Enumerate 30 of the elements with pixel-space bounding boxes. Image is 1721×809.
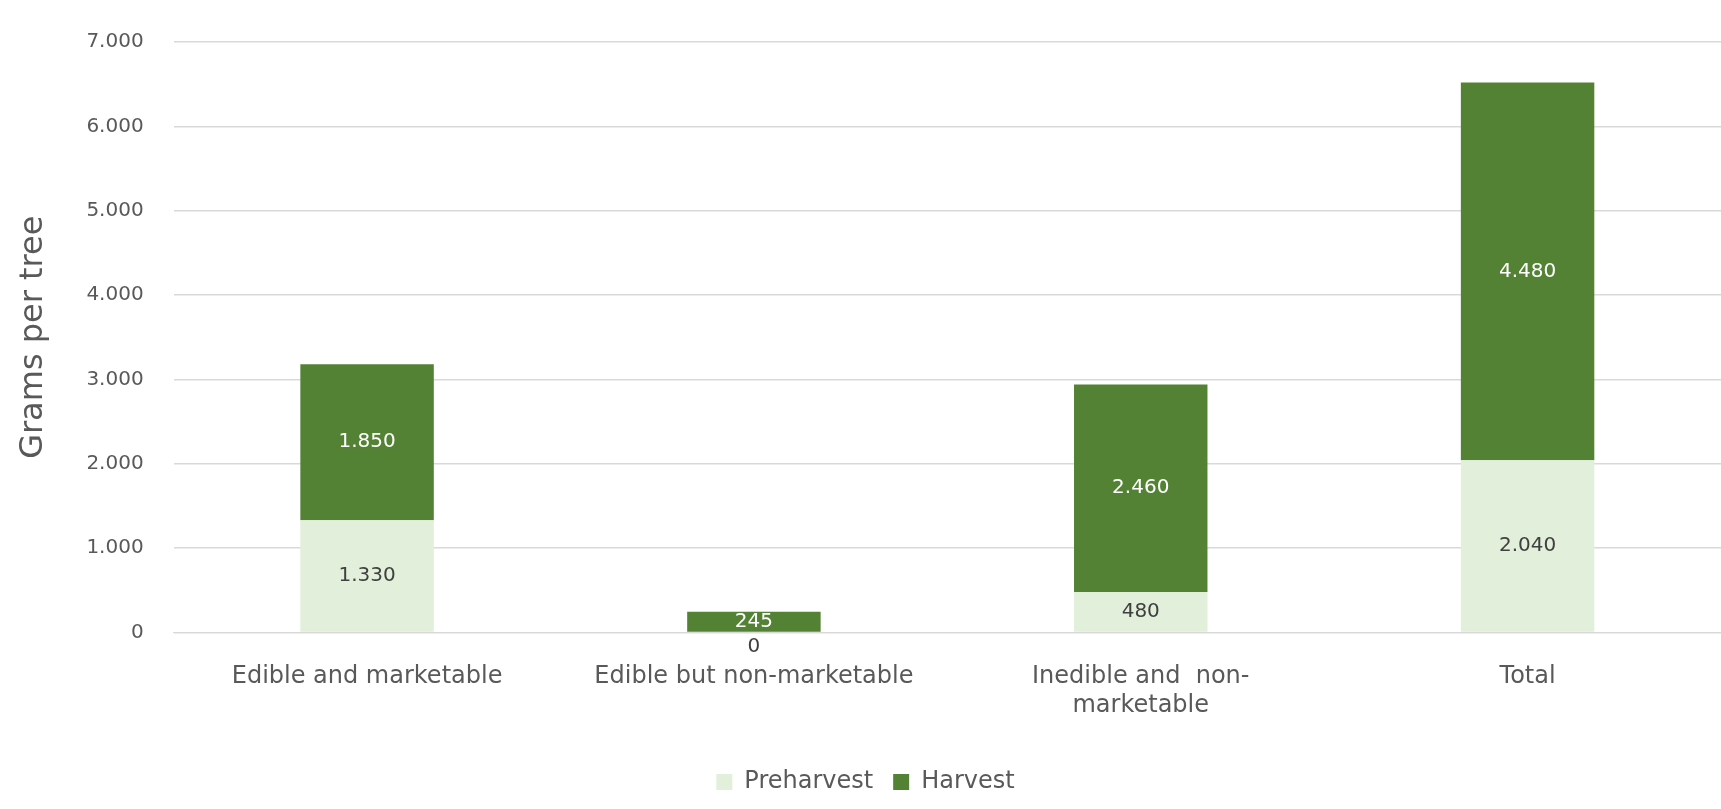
legend-label: Harvest [921,766,1015,795]
data-label: 480 [1121,597,1160,622]
data-label: 0 [747,632,761,657]
bar [300,364,434,521]
data-label: 245 [734,607,773,632]
data-label: 2.040 [1498,532,1557,557]
y-tick-label: 7.000 [86,28,144,53]
y-tick-label: 4.000 [86,281,144,306]
x-tick-label: Edible and marketable [231,661,503,690]
data-label: 4.480 [1498,257,1557,282]
data-label: 2.460 [1112,474,1170,499]
y-tick-label: 6.000 [86,112,144,137]
x-tick-label: Inedible and non-marketable [1032,661,1250,718]
bar [300,520,434,632]
y-axis-title: Grams per tree [11,215,50,459]
bar [1074,591,1208,632]
bar [687,611,821,632]
bar [1460,82,1595,461]
data-label: 1.330 [338,562,396,587]
y-tick-label: 2.000 [86,449,144,474]
y-tick-label: 1.000 [86,534,144,559]
y-tick-label: 3.000 [86,365,144,390]
data-label: 1.850 [338,428,396,453]
legend-label: Preharvest [744,766,874,795]
y-tick-label: 5.000 [86,196,144,221]
x-tick-label: Total [1498,661,1556,690]
y-tick-label: 0 [130,618,144,643]
bar [1074,384,1208,592]
bar [1460,460,1595,632]
x-tick-label: Edible but non-marketable [594,661,914,690]
